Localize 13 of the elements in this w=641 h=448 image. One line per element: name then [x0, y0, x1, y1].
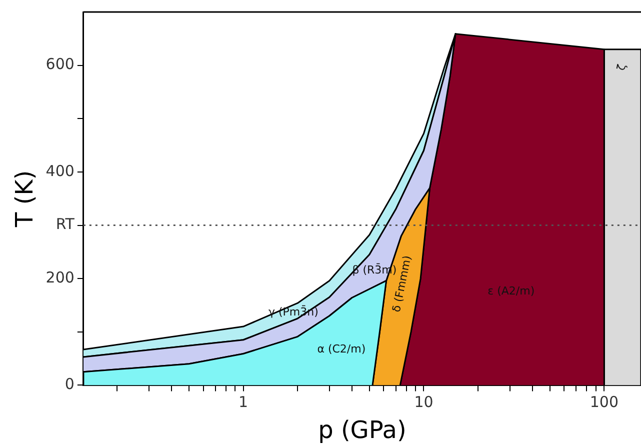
series-label: ζ: [614, 62, 629, 72]
y-tick-label: 200: [46, 268, 74, 286]
y-tick-label: 400: [46, 162, 74, 180]
x-tick-label: 100: [590, 393, 618, 412]
series-label: α (C2/m): [317, 342, 366, 356]
x-axis-title: p (GPa): [318, 416, 406, 444]
y-tick-label: 0: [64, 375, 74, 394]
series-label: ε (A2/m): [488, 284, 535, 298]
x-tick-label: 10: [414, 393, 434, 412]
y-axis-title: T (K): [10, 170, 39, 228]
y-tick-label: RT: [56, 215, 76, 234]
x-tick-label: 1: [238, 393, 248, 412]
y-tick-label: 600: [46, 55, 74, 74]
